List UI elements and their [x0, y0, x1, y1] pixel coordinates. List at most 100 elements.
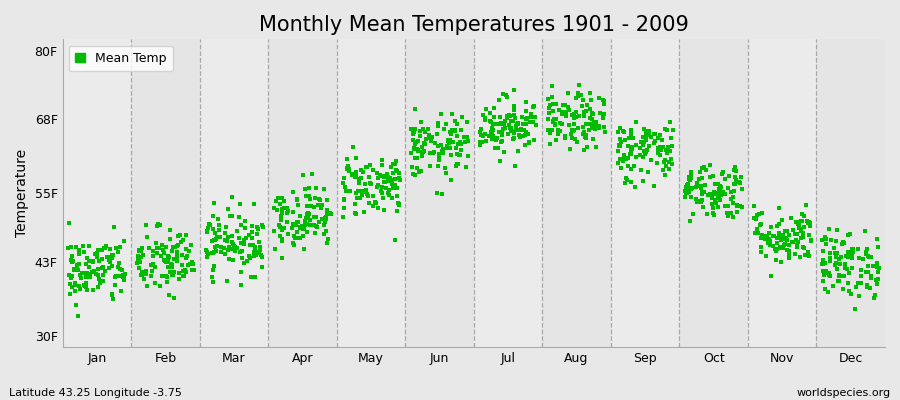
Point [347, 201, 362, 208]
Point [842, 251, 857, 258]
Point [490, 134, 504, 141]
Point [414, 168, 428, 174]
Point [302, 210, 316, 217]
Point [91, 272, 105, 278]
Point [596, 113, 610, 120]
Point [648, 131, 662, 138]
Point [569, 94, 583, 101]
Point [707, 181, 722, 188]
Point [614, 139, 628, 145]
Point [660, 148, 674, 155]
Point [150, 223, 165, 229]
Point [625, 150, 639, 157]
Point [212, 216, 226, 223]
Point [507, 130, 521, 136]
Point [377, 206, 392, 213]
Point [860, 284, 874, 290]
Bar [131, 39, 200, 347]
Point [165, 262, 179, 268]
Point [792, 225, 806, 231]
Point [782, 255, 796, 261]
Point [103, 246, 117, 252]
Point [445, 127, 459, 133]
Point [567, 127, 581, 134]
Point [130, 252, 145, 259]
Point [148, 280, 162, 286]
Point [611, 129, 625, 135]
Point [285, 240, 300, 246]
Point [472, 142, 487, 148]
Point [713, 188, 727, 194]
Point [485, 125, 500, 131]
Point [219, 223, 233, 230]
Point [790, 242, 805, 249]
Point [443, 145, 457, 152]
Point [310, 201, 325, 208]
Point [858, 228, 872, 234]
Point [541, 116, 555, 122]
Point [584, 97, 598, 103]
Point [274, 212, 288, 219]
Point [132, 259, 147, 265]
Point [159, 279, 174, 286]
Point [546, 119, 561, 125]
Point [203, 222, 218, 228]
Point [583, 106, 598, 112]
Point [295, 222, 310, 229]
Point [754, 210, 769, 216]
Point [77, 249, 92, 256]
Point [409, 138, 423, 145]
Point [97, 268, 112, 274]
Point [516, 133, 530, 139]
Point [377, 174, 392, 180]
Point [473, 139, 488, 145]
Point [284, 225, 299, 232]
Point [167, 244, 182, 250]
Point [860, 252, 875, 259]
Point [588, 124, 602, 130]
Point [727, 181, 742, 188]
Point [815, 258, 830, 264]
Point [730, 202, 744, 208]
Point [293, 224, 308, 230]
Point [568, 108, 582, 115]
Point [493, 121, 508, 128]
Point [639, 133, 653, 140]
Point [510, 120, 525, 126]
Point [359, 187, 374, 194]
Point [653, 147, 668, 154]
Point [483, 129, 498, 136]
Point [415, 148, 429, 155]
Point [171, 242, 185, 248]
Point [570, 139, 584, 145]
Point [635, 139, 650, 145]
Point [88, 251, 103, 257]
Point [157, 257, 171, 263]
Point [206, 263, 220, 269]
Point [297, 246, 311, 252]
Point [82, 243, 96, 249]
Point [596, 114, 610, 121]
Point [712, 186, 726, 192]
Point [679, 190, 693, 196]
Point [557, 132, 572, 139]
Point [834, 254, 849, 260]
Point [134, 254, 148, 261]
Point [157, 247, 171, 253]
Point [622, 135, 636, 142]
Point [639, 130, 653, 136]
Point [408, 172, 422, 179]
Point [872, 264, 886, 271]
Point [635, 134, 650, 140]
Point [63, 291, 77, 298]
Point [680, 187, 694, 194]
Point [640, 147, 654, 153]
Point [67, 265, 81, 272]
Point [596, 97, 610, 103]
Point [625, 146, 639, 152]
Point [522, 140, 536, 146]
Point [796, 233, 810, 240]
Point [683, 177, 698, 184]
Point [482, 110, 497, 116]
Point [792, 222, 806, 228]
